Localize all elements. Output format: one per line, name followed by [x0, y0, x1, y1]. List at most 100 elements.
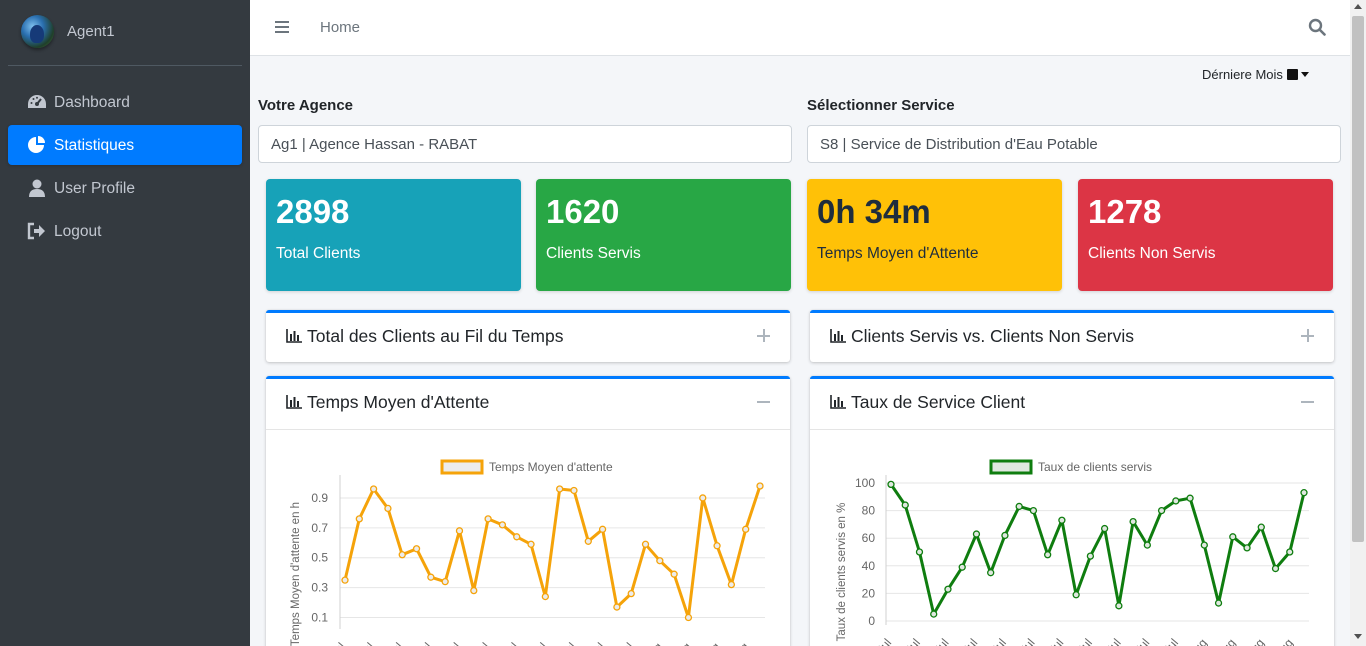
sidebar-item-label: Statistiques — [54, 137, 135, 154]
x-tick-label: Jul — [1103, 636, 1124, 646]
legend-label: Temps Moyen d'attente — [489, 460, 613, 474]
data-point — [613, 603, 621, 611]
top-navbar: Home — [250, 0, 1350, 56]
data-point — [455, 527, 464, 535]
x-tick-label: Jul — [443, 640, 464, 646]
data-point — [513, 533, 521, 541]
stat-total-clients: 2898 Total Clients — [266, 179, 521, 291]
data-point — [1029, 506, 1038, 515]
data-point — [887, 480, 895, 489]
period-dropdown[interactable]: Dérniere Mois — [1202, 67, 1309, 82]
data-point — [742, 525, 750, 533]
data-point — [987, 569, 995, 577]
search-icon[interactable] — [1308, 18, 1326, 36]
x-tick-label: Jul — [558, 640, 579, 646]
data-point — [427, 573, 435, 581]
x-tick-label: Aug — [698, 640, 722, 646]
data-point — [1200, 541, 1208, 549]
stat-label: Clients Non Servis — [1088, 245, 1216, 262]
agency-label: Votre Agence — [258, 97, 354, 114]
card-total-clients: Total des Clients au Fil du Temps — [266, 310, 790, 362]
x-tick-label: Jul — [1161, 636, 1182, 646]
stat-temps-moyen: 0h 34m Temps Moyen d'Attente — [807, 179, 1062, 291]
data-point — [384, 504, 392, 513]
bar-chart-icon — [830, 395, 846, 409]
x-tick-label: Jul — [385, 640, 406, 646]
minus-icon[interactable] — [1301, 395, 1315, 409]
bars-icon[interactable] — [275, 21, 289, 33]
data-point — [484, 515, 492, 523]
sidebar-item-user-profile[interactable]: User Profile — [8, 168, 242, 208]
avatar[interactable] — [21, 15, 54, 48]
card-header: Taux de Service Client — [810, 379, 1334, 427]
temps-moyen-chart: Temps Moyen d'attente Temps Moyen d'atten… — [290, 459, 765, 646]
data-point — [1271, 564, 1280, 573]
data-point — [670, 570, 678, 578]
stat-value: 0h 34m — [817, 193, 931, 230]
x-tick-label: Jul — [501, 640, 522, 646]
data-point — [584, 537, 592, 545]
y-axis-label: Taux de clients servis en % — [836, 503, 848, 642]
x-tick-label: Jul — [1017, 636, 1038, 646]
card-header: Total des Clients au Fil du Temps — [266, 313, 790, 361]
legend-label: Taux de clients servis — [1038, 460, 1152, 474]
taux-service-chart: Taux de clients servis Taux de clients se… — [836, 459, 1309, 646]
x-tick-label: Jul — [960, 636, 981, 646]
data-point — [369, 485, 378, 493]
stat-value: 1278 — [1088, 193, 1162, 230]
card-title: Temps Moyen d'Attente — [307, 392, 490, 412]
data-point — [527, 540, 535, 548]
card-title: Clients Servis vs. Clients Non Servis — [851, 326, 1134, 346]
y-tick-label: 0.3 — [311, 581, 328, 595]
home-link[interactable]: Home — [320, 19, 361, 36]
stat-value: 1620 — [546, 193, 620, 230]
data-point — [470, 586, 478, 595]
data-point — [441, 578, 449, 586]
data-point — [727, 580, 736, 589]
stat-label: Temps Moyen d'Attente — [817, 245, 979, 262]
stat-label: Clients Servis — [546, 245, 641, 262]
plus-icon[interactable] — [1301, 329, 1315, 343]
y-tick-label: 40 — [862, 559, 876, 573]
x-tick-label: Jul — [1074, 636, 1095, 646]
scrollbar-thumb[interactable] — [1352, 16, 1364, 542]
card-temps-moyen: Temps Moyen d'Attente Temps Moyen d'atte… — [266, 376, 790, 646]
sidebar-item-label: User Profile — [54, 180, 135, 197]
data-point — [1115, 602, 1123, 610]
y-tick-label: 100 — [855, 476, 875, 490]
sidebar-item-logout[interactable]: Logout — [8, 211, 242, 251]
agency-select[interactable]: Ag1 | Agence Hassan - RABAT — [258, 125, 792, 163]
y-tick-label: 0.9 — [311, 491, 328, 505]
data-point — [627, 589, 635, 598]
period-label: Dérniere Mois — [1202, 67, 1283, 82]
data-point — [398, 551, 406, 559]
data-point — [972, 530, 981, 538]
plus-icon[interactable] — [757, 329, 771, 343]
card-taux-service: Taux de Service Client Taux de clients s… — [810, 376, 1334, 646]
service-select[interactable]: S8 | Service de Distribution d'Eau Potab… — [807, 125, 1341, 163]
data-point — [556, 485, 564, 493]
data-point — [412, 545, 421, 553]
data-point — [958, 563, 966, 571]
x-tick-label: Jul — [1046, 636, 1067, 646]
user-name[interactable]: Agent1 — [67, 23, 115, 40]
scroll-down-arrow[interactable] — [1354, 634, 1362, 639]
data-point — [1044, 551, 1052, 559]
y-tick-label: 80 — [862, 504, 876, 518]
data-point — [1243, 544, 1251, 552]
x-tick-label: Jul — [616, 640, 637, 646]
sidebar-item-statistiques[interactable]: Statistiques — [8, 125, 242, 165]
sidebar-item-dashboard[interactable]: Dashboard — [8, 82, 242, 122]
data-point — [944, 585, 952, 593]
bar-chart-icon — [286, 329, 302, 343]
x-tick-label: Jul — [472, 640, 493, 646]
legend-swatch — [989, 459, 1033, 475]
minus-icon[interactable] — [757, 395, 771, 409]
user-icon — [29, 179, 45, 197]
data-point — [684, 613, 693, 622]
data-point — [915, 548, 924, 556]
x-tick-label: Aug — [1185, 636, 1209, 646]
sidebar-item-label: Dashboard — [54, 94, 130, 111]
scroll-up-arrow[interactable] — [1354, 4, 1362, 9]
data-point — [355, 515, 363, 523]
